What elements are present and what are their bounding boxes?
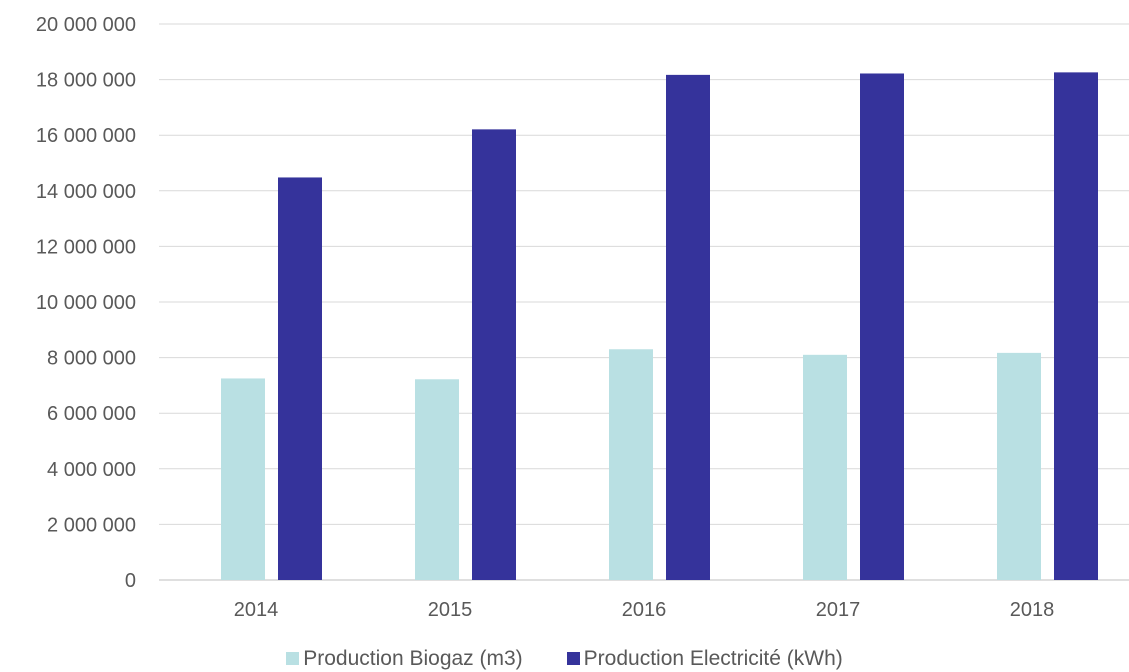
x-tick-label: 2016	[622, 599, 667, 621]
y-axis: 0 2 000 000 4 000 000 6 000 000 8 000 000 10 …	[36, 14, 136, 592]
x-tick-label: 2014	[234, 599, 279, 621]
y-tick-label: 20 000 000	[36, 14, 136, 36]
y-tick-label: 6 000 000	[47, 403, 136, 425]
bar-electricite-2017	[860, 73, 904, 580]
y-tick-label: 2 000 000	[47, 514, 136, 536]
y-tick-label: 4 000 000	[47, 459, 136, 481]
y-tick-label: 16 000 000	[36, 125, 136, 147]
legend-swatch-electricite	[566, 652, 580, 665]
bar-biogaz-2016	[609, 349, 653, 580]
y-tick-label: 14 000 000	[36, 181, 136, 203]
legend-label-electricite: Production Electricité (kWh)	[583, 646, 843, 670]
legend: Production Biogaz (m3) Production Electr…	[0, 645, 1129, 672]
y-tick-label: 8 000 000	[47, 348, 136, 370]
bar-biogaz-2017	[803, 354, 847, 580]
bar-biogaz-2014	[221, 378, 265, 580]
bars	[221, 72, 1098, 581]
x-tick-label: 2017	[816, 599, 861, 621]
bar-electricite-2015	[472, 129, 516, 580]
legend-label-biogaz: Production Biogaz (m3)	[303, 646, 523, 670]
y-tick-label: 10 000 000	[36, 292, 136, 314]
y-tick-label: 12 000 000	[36, 236, 136, 258]
bar-biogaz-2015	[415, 379, 459, 580]
x-axis: 2014 2015 2016 2017 2018	[234, 599, 1055, 621]
y-tick-label: 0	[125, 570, 136, 592]
x-tick-label: 2018	[1010, 599, 1055, 621]
legend-swatch-biogaz	[286, 652, 300, 665]
x-tick-label: 2015	[428, 599, 473, 621]
bar-electricite-2018	[1054, 72, 1098, 580]
bar-biogaz-2018	[997, 352, 1041, 580]
y-tick-label: 18 000 000	[36, 70, 136, 92]
legend-item-biogaz: Production Biogaz (m3)	[286, 646, 523, 671]
bar-electricite-2014	[278, 177, 322, 580]
legend-item-electricite: Production Electricité (kWh)	[566, 646, 843, 671]
bar-electricite-2016	[666, 74, 710, 581]
